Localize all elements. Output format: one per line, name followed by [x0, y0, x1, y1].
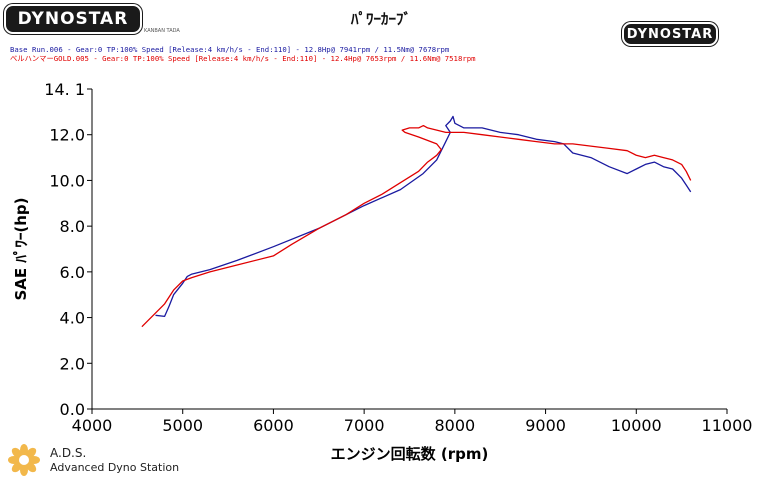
run-info-comparison: ベルハンマーGOLD.005 - Gear:0 TP:100% Speed [R…	[10, 54, 476, 63]
x-tick-label: 9000	[525, 416, 566, 435]
x-tick-label: 4000	[72, 416, 113, 435]
x-tick-label: 8000	[434, 416, 475, 435]
y-tick-label: 4.0	[60, 309, 85, 328]
x-tick-label: 5000	[162, 416, 203, 435]
run-info-base: Base Run.006 - Gear:0 TP:100% Speed [Rel…	[10, 45, 450, 54]
chart-title: ﾊﾟﾜｰｶｰﾌﾞ	[350, 10, 411, 28]
ads-brand: A.D.S. Advanced Dyno Station	[8, 442, 208, 482]
series-line-0	[155, 115, 692, 318]
y-axis-label: SAE ﾊﾟﾜｰ(hp)	[12, 197, 30, 300]
ads-subtitle: Advanced Dyno Station	[50, 461, 180, 474]
y-tick-label: 14. 1	[44, 80, 85, 99]
x-tick-label: 10000	[611, 416, 662, 435]
y-tick-label: 6.0	[60, 263, 85, 282]
y-tick-label: 2.0	[60, 354, 85, 373]
logo-text-right: DYNOSTAR	[626, 26, 714, 42]
series-line-1	[141, 124, 692, 328]
y-tick-label: 12.0	[49, 126, 85, 145]
x-tick-label: 6000	[253, 416, 294, 435]
dynostar-logo: DYNOSTAR	[4, 4, 142, 34]
ads-title: A.D.S.	[50, 446, 87, 460]
x-tick-label: 11000	[702, 416, 753, 435]
y-tick-label: 0.0	[60, 400, 85, 419]
dynostar-logo-right: DYNOSTAR	[622, 22, 718, 46]
y-tick-label: 10.0	[49, 171, 85, 190]
x-tick-label: 7000	[344, 416, 385, 435]
sun-flower-icon	[8, 444, 40, 476]
x-axis-label: エンジン回転数 (rpm)	[331, 445, 489, 463]
y-tick-label: 8.0	[60, 217, 85, 236]
logo-subtext: KANBAN TADA	[144, 28, 180, 34]
logo-text: DYNOSTAR	[17, 9, 129, 29]
